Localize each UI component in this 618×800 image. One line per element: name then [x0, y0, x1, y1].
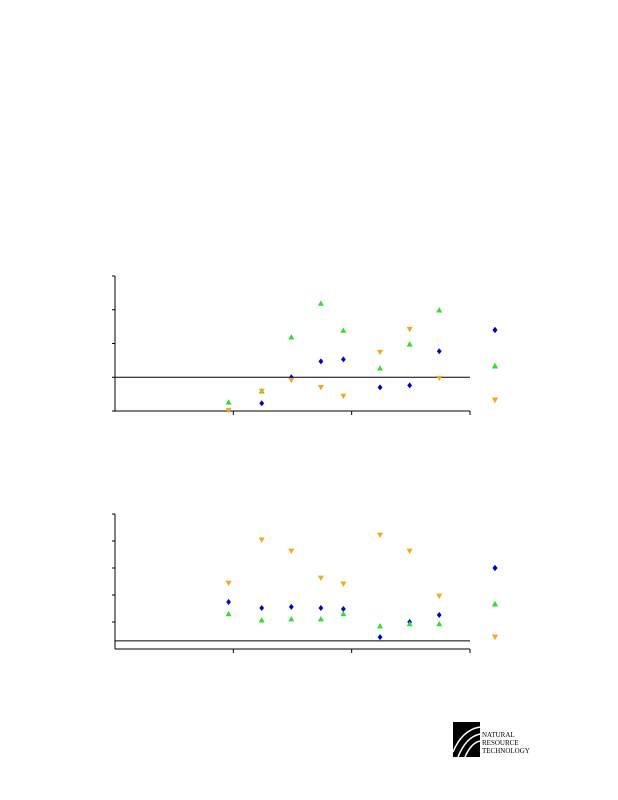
- point: [436, 611, 442, 618]
- point: [377, 634, 383, 641]
- logo-text: TECHNOLOGY: [482, 747, 530, 755]
- point: [225, 407, 232, 414]
- point: [226, 599, 231, 606]
- point: [436, 375, 443, 382]
- logo-curve: [464, 740, 481, 758]
- point: [377, 623, 384, 629]
- point: [258, 537, 265, 543]
- point: [406, 620, 413, 627]
- point: [340, 606, 346, 613]
- logo-curve: [457, 733, 481, 758]
- logo: NATURAL RESOURCE TECHNOLOGY: [452, 722, 530, 758]
- point: [288, 548, 295, 554]
- logo-curve: [452, 726, 481, 753]
- point: [288, 377, 295, 384]
- point: [436, 593, 443, 600]
- point: [258, 388, 265, 395]
- point: [317, 384, 324, 391]
- point: [436, 620, 443, 627]
- point: [318, 358, 324, 365]
- point: [259, 604, 265, 611]
- legend-marker: [491, 397, 499, 404]
- point: [288, 334, 295, 340]
- logo-text: RESOURCE: [482, 739, 519, 747]
- point: [225, 399, 232, 405]
- point: [406, 548, 413, 554]
- legend-marker: [491, 600, 499, 607]
- point: [377, 384, 383, 391]
- point: [377, 349, 384, 356]
- point: [225, 580, 232, 587]
- point: [340, 356, 346, 363]
- point: [288, 616, 295, 622]
- point: [340, 327, 347, 333]
- logo-text: NATURAL: [482, 731, 515, 739]
- point: [406, 341, 413, 347]
- point: [340, 610, 347, 617]
- point: [407, 382, 413, 389]
- point: [406, 326, 413, 333]
- point: [377, 532, 384, 539]
- legend-marker: [491, 362, 499, 369]
- point: [225, 610, 232, 617]
- legend-marker: [491, 634, 499, 641]
- point: [288, 603, 294, 610]
- point: [317, 300, 324, 306]
- point: [377, 365, 384, 371]
- point: [258, 617, 265, 623]
- legend-marker: [492, 326, 498, 334]
- point: [318, 604, 324, 611]
- point: [436, 307, 443, 313]
- point: [436, 348, 442, 355]
- legend-marker: [492, 564, 498, 572]
- point: [340, 581, 347, 587]
- point: [259, 400, 265, 407]
- point: [340, 393, 347, 400]
- point: [317, 616, 324, 622]
- point: [317, 575, 324, 581]
